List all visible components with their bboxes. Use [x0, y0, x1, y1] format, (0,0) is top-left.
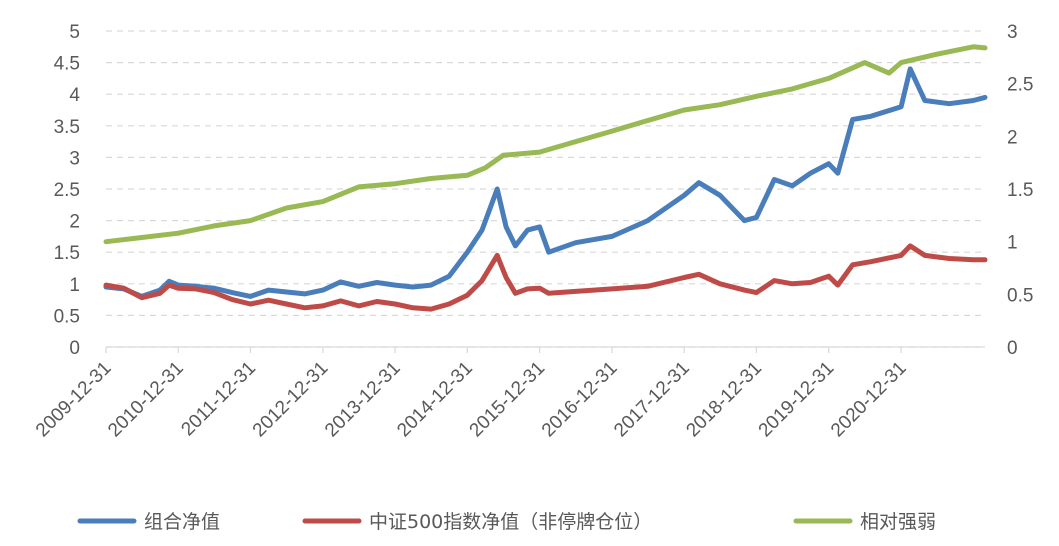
- legend-label-0: 组合净值: [144, 511, 220, 533]
- x-tick-label: 2012-12-31: [249, 358, 333, 442]
- series-line-2: [103, 44, 988, 245]
- series-line-1: [103, 243, 988, 312]
- x-tick-label: 2013-12-31: [321, 358, 405, 442]
- x-axis: 2009-12-312010-12-312011-12-312012-12-31…: [32, 346, 985, 442]
- x-tick-label: 2014-12-31: [393, 358, 477, 442]
- x-tick-label: 2009-12-31: [32, 358, 116, 442]
- x-tick-label: 2011-12-31: [177, 358, 260, 441]
- series-line-0: [103, 66, 988, 299]
- left-y-tick-label: 3.5: [54, 117, 80, 138]
- x-tick-label: 2019-12-31: [755, 358, 839, 442]
- left-y-tick-label: 1: [69, 275, 80, 296]
- right-y-tick-label: 0.5: [1007, 285, 1033, 306]
- x-tick-label: 2020-12-31: [827, 358, 911, 442]
- left-y-axis: 0 0.5 1 1.5 2 2.5 3 3.5 4 4.5 5: [54, 22, 81, 359]
- left-y-tick-label: 0.5: [54, 306, 80, 327]
- right-y-tick-label: 1.5: [1007, 180, 1033, 201]
- left-y-tick-label: 3: [69, 148, 80, 169]
- series-lines: [103, 44, 988, 312]
- right-y-tick-label: 0: [1007, 338, 1018, 359]
- right-y-tick-label: 1: [1007, 233, 1018, 254]
- x-tick-label: 2016-12-31: [538, 358, 622, 442]
- right-y-tick-label: 3: [1007, 22, 1018, 43]
- left-y-tick-label: 2.5: [54, 180, 80, 201]
- legend-label-1: 中证500指数净值（非停牌仓位）: [369, 511, 652, 533]
- x-tick-label: 2018-12-31: [682, 358, 766, 442]
- x-tick-label: 2015-12-31: [466, 358, 550, 442]
- right-y-tick-label: 2.5: [1007, 75, 1033, 96]
- right-y-tick-label: 2: [1007, 127, 1018, 148]
- left-y-tick-label: 0: [69, 338, 80, 359]
- legend-label-2: 相对强弱: [860, 511, 936, 533]
- left-y-tick-label: 2: [69, 212, 80, 233]
- left-y-tick-label: 4: [69, 85, 80, 106]
- left-y-tick-label: 4.5: [54, 54, 80, 75]
- x-tick-label: 2010-12-31: [104, 358, 188, 442]
- legend: 组合净值 中证500指数净值（非停牌仓位） 相对强弱: [77, 511, 936, 533]
- x-tick-label: 2017-12-31: [610, 358, 694, 442]
- left-y-tick-label: 1.5: [54, 243, 80, 264]
- left-y-tick-label: 5: [69, 22, 80, 43]
- right-y-axis: 0 0.5 1 1.5 2 2.5 3: [1007, 22, 1033, 359]
